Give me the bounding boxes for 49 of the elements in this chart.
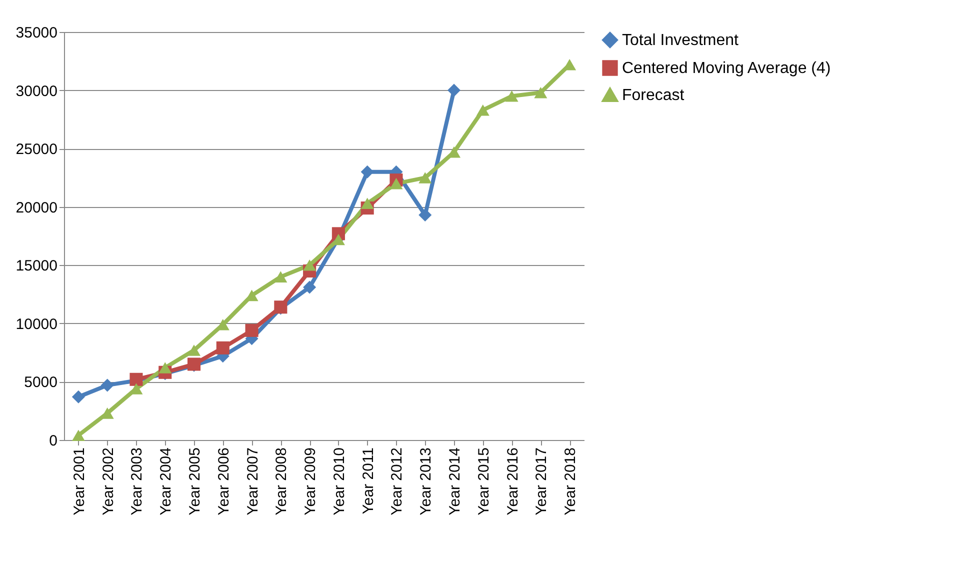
x-tick-label: Year 2015 <box>475 448 492 516</box>
x-tick-label: Year 2001 <box>70 448 88 516</box>
x-tick-label: Year 2007 <box>244 448 262 516</box>
legend-label: Total Investment <box>622 32 740 49</box>
x-tick-label: Year 2014 <box>446 448 464 516</box>
x-tick-label: Year 2004 <box>158 448 175 516</box>
point <box>418 208 432 222</box>
x-tick-label: Year 2017 <box>533 448 550 516</box>
point <box>245 324 258 337</box>
point <box>303 280 316 294</box>
point <box>303 259 316 271</box>
point <box>72 430 85 441</box>
point <box>216 341 230 354</box>
x-tick-label: Year 2011 <box>360 448 377 514</box>
legend-label: Forecast <box>622 87 685 104</box>
y-tick-label: 25000 <box>16 141 58 158</box>
x-tick-label: Year 2003 <box>128 448 146 516</box>
x-tick-label: Year 2010 <box>330 448 348 516</box>
point <box>390 178 403 190</box>
x-tick-label: Year 2002 <box>100 448 117 516</box>
point <box>158 362 172 374</box>
x-tick-label: Year 2013 <box>418 448 435 516</box>
x-tick-label: Year 2009 <box>302 448 320 516</box>
y-tick-label: 35000 <box>16 24 58 42</box>
x-tick-label: Year 2005 <box>186 448 204 516</box>
x-tick-label: Year 2008 <box>273 448 290 516</box>
point <box>476 104 490 116</box>
point <box>72 390 85 404</box>
x-tick-label: Year 2016 <box>504 448 522 516</box>
point <box>187 344 201 356</box>
point <box>418 172 432 184</box>
point <box>274 271 288 282</box>
x-tick-label: Year 2006 <box>215 448 232 516</box>
y-tick-label: 10000 <box>16 316 58 333</box>
y-tick-label: 20000 <box>16 199 58 216</box>
point <box>534 86 548 98</box>
point <box>360 165 374 178</box>
point <box>447 84 461 97</box>
x-tick-label: Year 2012 <box>388 448 406 516</box>
point <box>505 90 518 102</box>
y-tick-label: 15000 <box>16 258 58 275</box>
legend-label: Centered Moving Average (4) <box>622 60 831 77</box>
x-tick-label: Year 2018 <box>562 448 580 516</box>
y-tick-label: 5000 <box>24 374 58 392</box>
point <box>100 378 114 392</box>
point <box>563 58 576 70</box>
point <box>360 198 374 210</box>
y-tick-label: 30000 <box>16 82 58 100</box>
y-tick-label: 0 <box>49 432 58 450</box>
